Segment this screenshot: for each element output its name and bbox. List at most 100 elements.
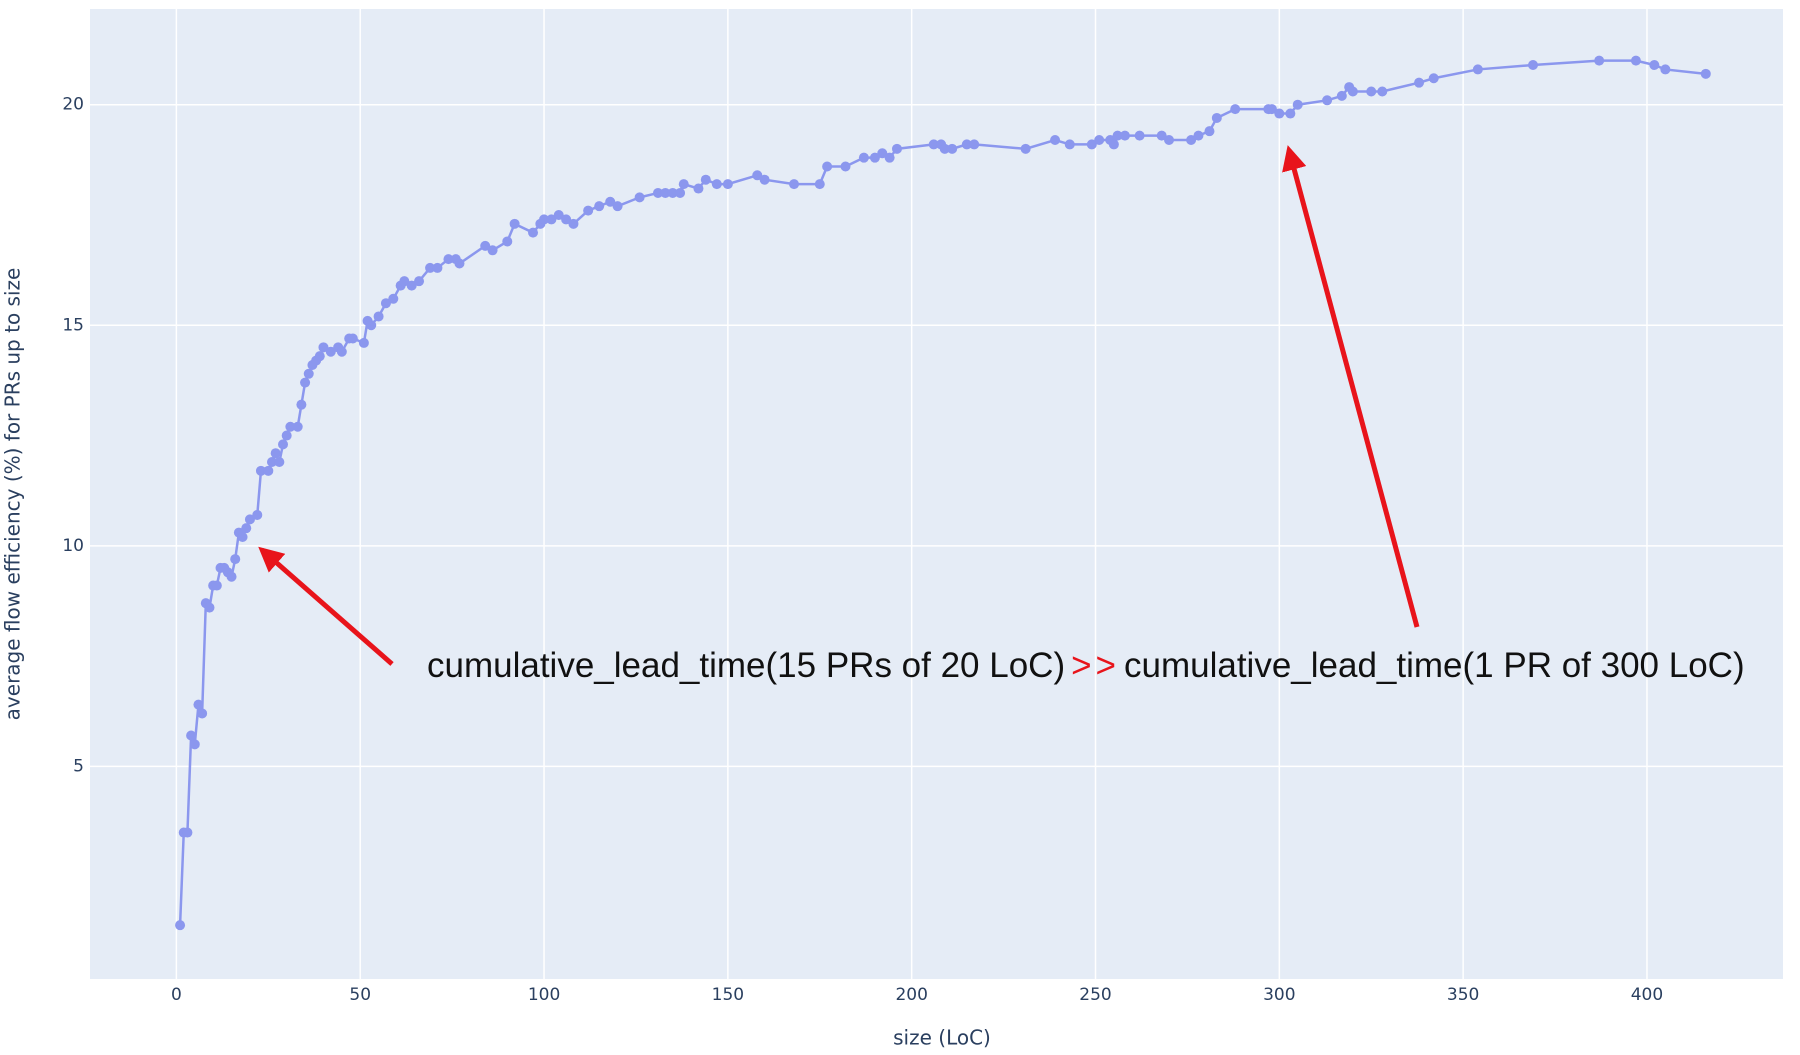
data-point [274,457,285,468]
data-point [711,179,722,190]
data-point [252,509,263,520]
data-point [634,192,645,203]
data-point [1211,112,1222,123]
data-point [1108,139,1119,150]
data-point [1230,104,1241,115]
data-point [1050,135,1061,146]
data-point [414,276,425,287]
x-tick-label: 300 [1263,985,1295,1005]
x-tick-label: 200 [895,985,927,1005]
data-point [1156,130,1167,141]
data-point [1164,135,1175,146]
data-point [759,174,770,185]
data-point [263,465,274,476]
data-point [325,346,336,357]
data-point [373,311,384,322]
annotation-operator: >> [1071,646,1120,685]
arrow [1282,145,1420,628]
y-tick-label: 15 [62,315,84,335]
data-point [255,465,266,476]
x-tick-label: 0 [171,985,182,1005]
x-tick-label: 100 [528,985,560,1005]
data-point [278,439,289,450]
data-point [1064,139,1075,150]
data-point [546,214,557,225]
data-point [1274,108,1285,119]
data-point [1020,143,1031,154]
data-point [432,262,443,273]
data-point [653,187,664,198]
data-point [182,827,193,838]
data-point [1119,130,1130,141]
data-point [237,532,248,543]
data-point [814,179,825,190]
data-point [539,214,550,225]
data-point [553,209,564,220]
data-point [211,580,222,591]
data-point [561,214,572,225]
data-point [300,377,311,388]
data-point [568,218,579,229]
data-point [509,218,520,229]
data-point [175,920,186,931]
data-point [678,179,689,190]
data-point [226,571,237,582]
y-tick-label: 20 [62,95,84,115]
data-point [186,730,197,741]
data-point [314,351,325,362]
data-point [1649,60,1660,71]
data-point [1285,108,1296,119]
data-point [840,161,851,172]
data-point [454,258,465,269]
data-point [928,139,939,150]
data-point [1700,68,1711,79]
data-point [303,368,314,379]
data-point [1366,86,1377,97]
data-point [1528,60,1539,71]
data-point [502,236,513,247]
data-point [1377,86,1388,97]
data-point [700,174,711,185]
data-point [752,170,763,181]
data-point [197,708,208,719]
plot-background [90,9,1783,979]
data-point [244,514,255,525]
x-tick-label: 250 [1079,985,1111,1005]
data-point [1193,130,1204,141]
data-point [1094,135,1105,146]
data-point [189,739,200,750]
data-point [1347,86,1358,97]
data-point [822,161,833,172]
data-point [480,240,491,251]
data-point [884,152,895,163]
data-point [347,333,358,344]
data-point [1594,55,1605,66]
data-point [380,298,391,309]
data-point [1086,139,1097,150]
arrow [258,546,394,666]
data-point [1414,77,1425,88]
data-point [336,346,347,357]
y-axis-label: average flow efficiency (%) for PRs up t… [1,268,25,721]
data-point [1112,130,1123,141]
data-point [789,179,800,190]
x-tick-label: 350 [1447,985,1479,1005]
data-point [266,457,277,468]
x-axis-label: size (LoC) [893,1026,991,1050]
data-point [296,399,307,410]
data-point [1186,135,1197,146]
data-point [1336,90,1347,101]
data-point [1204,126,1215,137]
data-point [230,554,241,565]
data-point [241,523,252,534]
data-point [869,152,880,163]
data-point [675,187,686,198]
data-point [1660,64,1671,75]
data-point [528,227,539,238]
x-tick-label: 50 [349,985,371,1005]
data-point [292,421,303,432]
data-point [969,139,980,150]
data-point [612,201,623,212]
